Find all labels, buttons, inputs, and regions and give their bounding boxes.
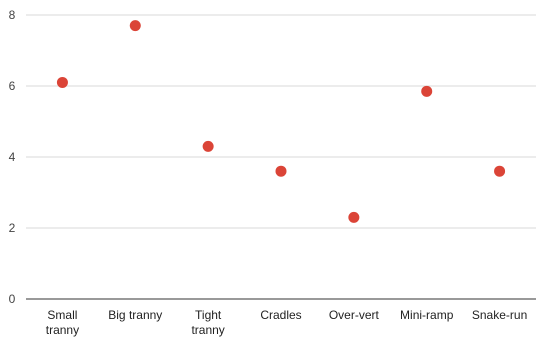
- y-tick-label-2: 2: [9, 221, 16, 235]
- data-point-4: [348, 211, 360, 223]
- y-tick-label-8: 8: [9, 8, 16, 22]
- x-category-label-1: Big tranny: [108, 308, 162, 322]
- y-tick-label-6: 6: [9, 79, 16, 93]
- data-point-5: [421, 85, 433, 97]
- data-point-0: [56, 76, 68, 88]
- data-point-3: [275, 165, 287, 177]
- data-point-1: [129, 20, 141, 32]
- data-points: [56, 20, 506, 223]
- gridlines: [26, 14, 536, 229]
- x-category-label-5: Mini-ramp: [400, 308, 454, 322]
- y-tick-label-0: 0: [9, 292, 16, 306]
- x-category-label-0: Small tranny: [46, 308, 79, 337]
- x-category-label-2: Tight tranny: [191, 308, 224, 337]
- y-axis-tick-labels: 0 2 4 6 8: [9, 8, 16, 306]
- x-category-label-3: Cradles: [260, 308, 301, 322]
- x-category-label-6: Snake-run: [472, 308, 527, 322]
- x-category-label-4: Over-vert: [329, 308, 380, 322]
- data-point-6: [494, 165, 506, 177]
- data-point-2: [202, 140, 214, 152]
- y-tick-label-4: 4: [9, 150, 16, 164]
- x-axis-category-labels: Small tranny Big tranny Tight tranny Cradles O…: [46, 308, 528, 337]
